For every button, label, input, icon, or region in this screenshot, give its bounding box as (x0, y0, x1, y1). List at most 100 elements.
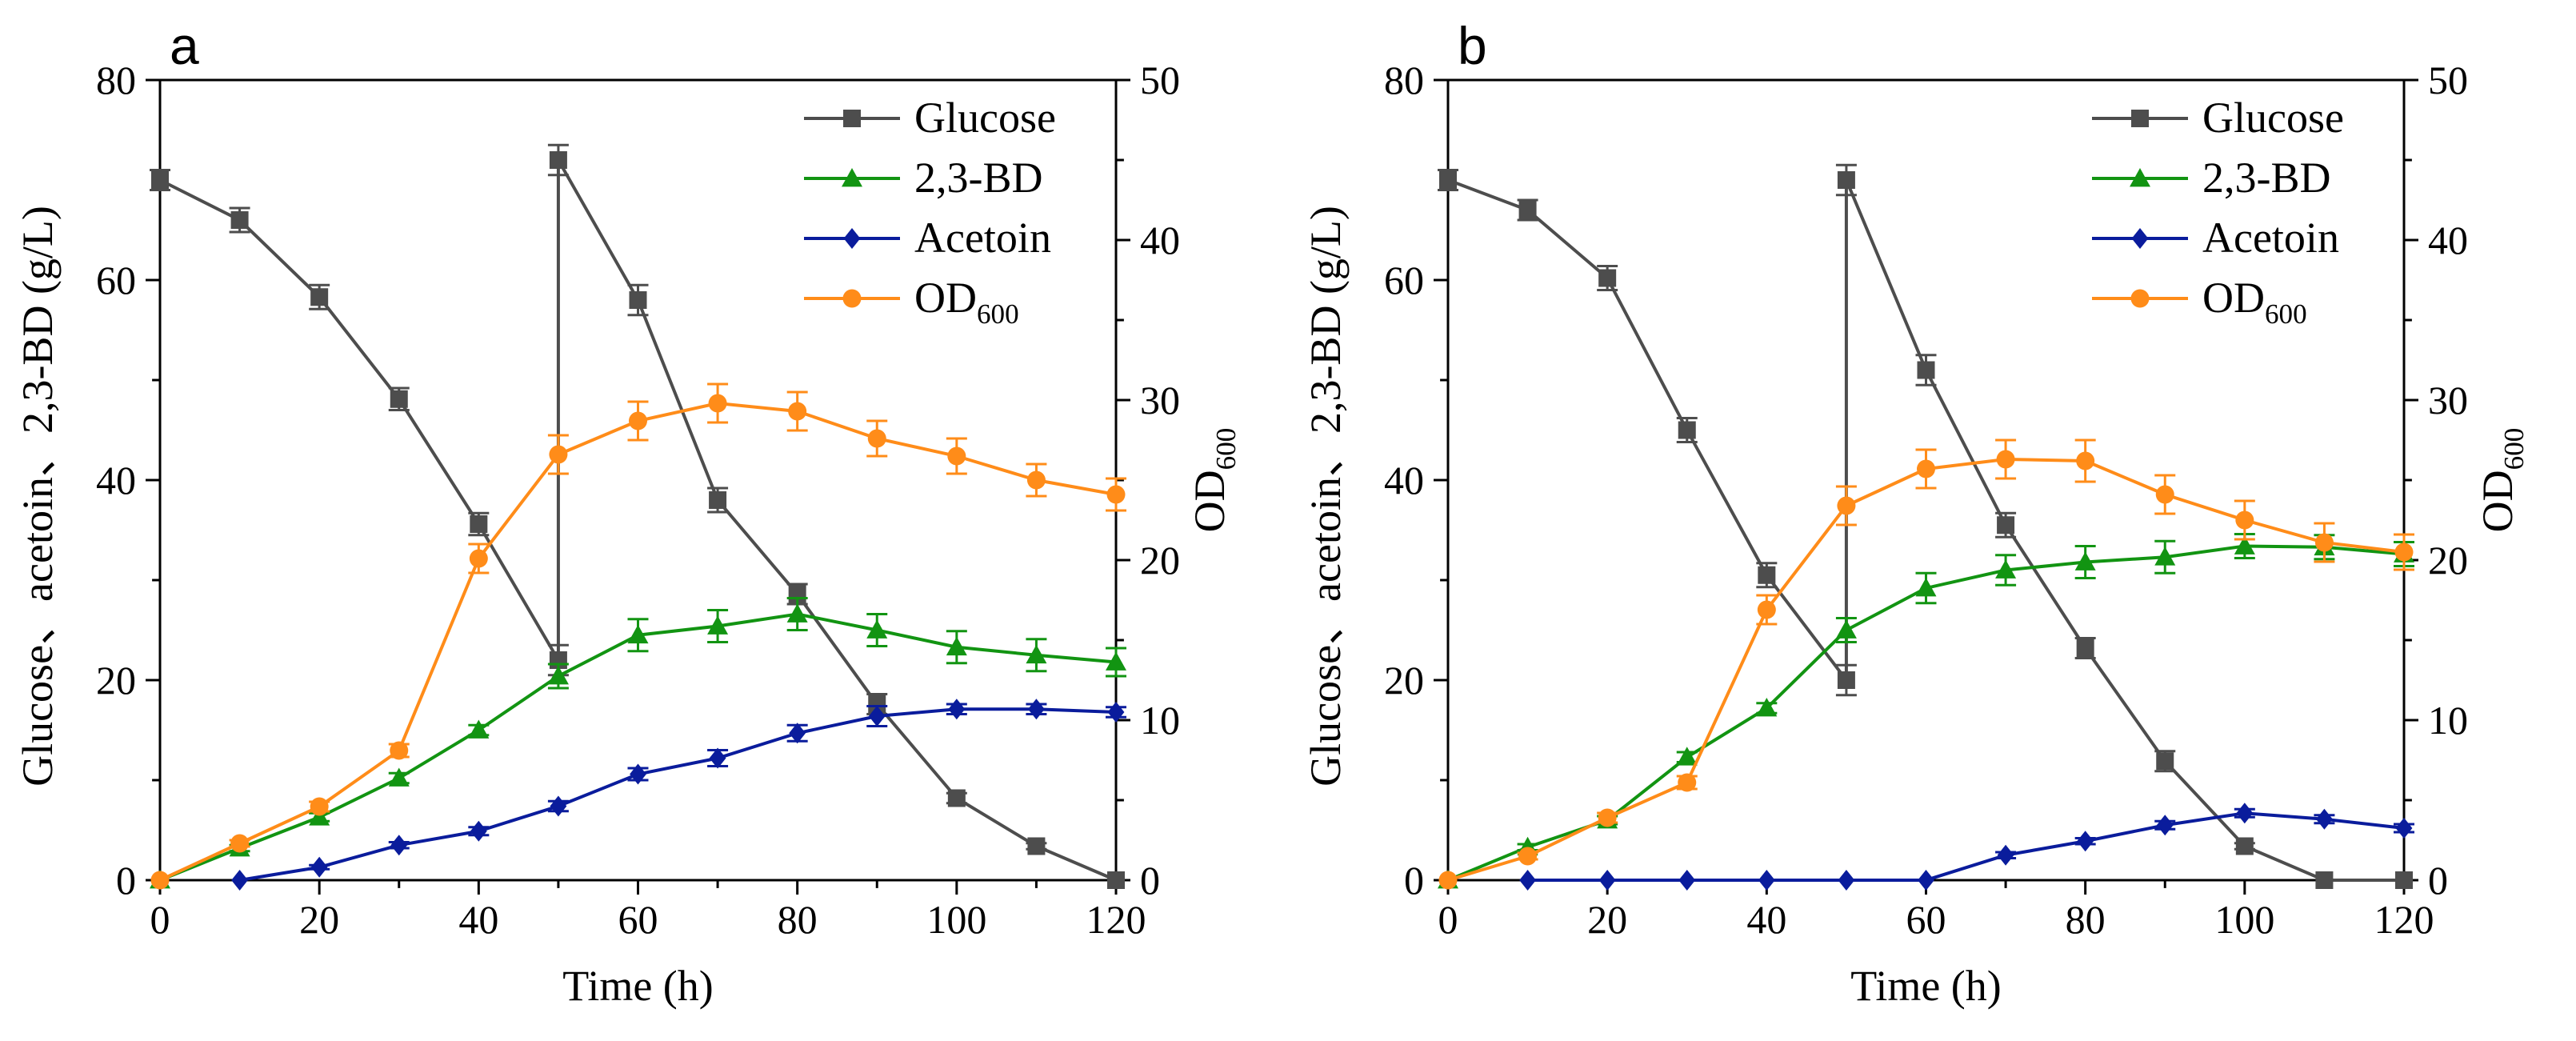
data-point (1756, 698, 1778, 717)
data-point (547, 666, 569, 685)
legend-label-main: 2,3-BD (2202, 154, 2331, 202)
y-tick-label: 60 (96, 258, 136, 302)
series-2-3-bd (150, 597, 1126, 889)
x-tick-label: 120 (2374, 897, 2434, 942)
data-point (470, 515, 488, 533)
legend-label-main: 2,3-BD (914, 154, 1043, 202)
legend-label-main: Glucose (2202, 94, 2344, 142)
data-point (1758, 566, 1776, 584)
data-point (2314, 533, 2334, 552)
data-point (388, 767, 410, 787)
data-point (1027, 837, 1046, 855)
y2-tick-label: 40 (2428, 218, 2468, 262)
data-point (1439, 171, 1457, 189)
data-point (866, 619, 888, 639)
data-point (629, 291, 647, 309)
y2-tick-label: 50 (2428, 58, 2468, 102)
y-tick-label: 80 (1384, 58, 1424, 102)
data-point (2395, 871, 2413, 889)
data-point (1917, 459, 1935, 478)
legend-label-main: Acetoin (914, 214, 1051, 262)
y2-axis-label-sub: 600 (1210, 428, 1242, 470)
data-point (1996, 450, 2015, 469)
chart-panel-a: a0 20 40 60 80 100 12002040608001020304050Time… (14, 16, 1242, 1010)
y2-tick-label: 40 (1140, 218, 1180, 262)
data-point (947, 789, 966, 807)
data-point (1918, 870, 1934, 891)
data-point (150, 871, 170, 890)
x-tick-label: 100 (926, 897, 986, 942)
data-point (1678, 421, 1696, 439)
x-tick-label: 80 (778, 897, 818, 942)
data-point (2154, 547, 2176, 566)
y2-tick-label: 50 (1140, 58, 1180, 102)
data-point (1107, 702, 1125, 723)
y-tick-label: 40 (96, 458, 136, 502)
y2-tick-label: 10 (2428, 698, 2468, 743)
data-point (1028, 699, 1045, 720)
data-point (786, 603, 808, 623)
series-line (159, 154, 1117, 882)
y2-tick-label: 30 (1140, 378, 1180, 422)
y-tick-label: 40 (1384, 458, 1424, 502)
x-tick-label: 60 (618, 897, 658, 942)
series-line (1447, 457, 2405, 882)
data-point (709, 491, 727, 509)
data-point (2076, 451, 2095, 470)
data-point (2395, 818, 2413, 839)
data-point (707, 615, 729, 635)
data-point (309, 807, 330, 826)
y2-tick-label: 20 (1140, 538, 1180, 583)
data-point (2074, 551, 2096, 571)
data-point (1598, 808, 1617, 827)
legend-label: 2,3-BD (2202, 154, 2331, 202)
legend-label: OD600 (2202, 274, 2307, 330)
data-point (2077, 831, 2094, 852)
legend-label: Acetoin (914, 214, 1051, 262)
legend-marker (2130, 289, 2150, 308)
data-point (2076, 639, 2094, 657)
data-point (1107, 871, 1125, 889)
x-tick-label: 0 (150, 897, 170, 942)
legend-label-main: Glucose (914, 94, 1056, 142)
data-point (1995, 559, 2017, 579)
data-point (151, 171, 169, 189)
y2-axis-label: OD600 (1186, 428, 1242, 533)
x-axis-label: Time (h) (562, 962, 714, 1010)
data-point (310, 797, 329, 816)
data-point (708, 394, 727, 413)
data-point (2316, 808, 2333, 830)
data-point (1026, 644, 1047, 664)
data-point (630, 763, 646, 785)
data-point (549, 151, 567, 169)
data-point (868, 706, 886, 727)
data-point (2234, 535, 2255, 555)
data-point (1026, 470, 1046, 490)
y-axis-label: Glucose、acetoin、2,3-BD (g/L) (14, 206, 62, 787)
data-point (867, 429, 886, 448)
y2-axis-label-main: OD (2474, 470, 2522, 532)
x-tick-label: 40 (1746, 897, 1786, 942)
data-point (709, 747, 726, 769)
series-acetoin (1519, 803, 2414, 891)
x-tick-label: 40 (458, 897, 498, 942)
data-point (2236, 803, 2254, 824)
data-point (948, 699, 966, 720)
data-point (629, 411, 647, 430)
legend-label: OD600 (914, 274, 1019, 330)
data-point (1915, 578, 1937, 597)
data-point (2235, 837, 2254, 855)
legend-label: Glucose (914, 94, 1056, 142)
legend-marker (843, 110, 861, 127)
data-point (2315, 871, 2334, 889)
y-tick-label: 0 (116, 858, 136, 903)
data-point (1837, 671, 1855, 689)
x-tick-label: 80 (2066, 897, 2106, 942)
data-point (2156, 752, 2174, 771)
data-point (310, 856, 328, 878)
panel-label: a (170, 16, 199, 75)
data-point (1518, 201, 1537, 219)
data-point (947, 446, 966, 466)
data-point (390, 835, 408, 856)
data-point (230, 211, 249, 229)
